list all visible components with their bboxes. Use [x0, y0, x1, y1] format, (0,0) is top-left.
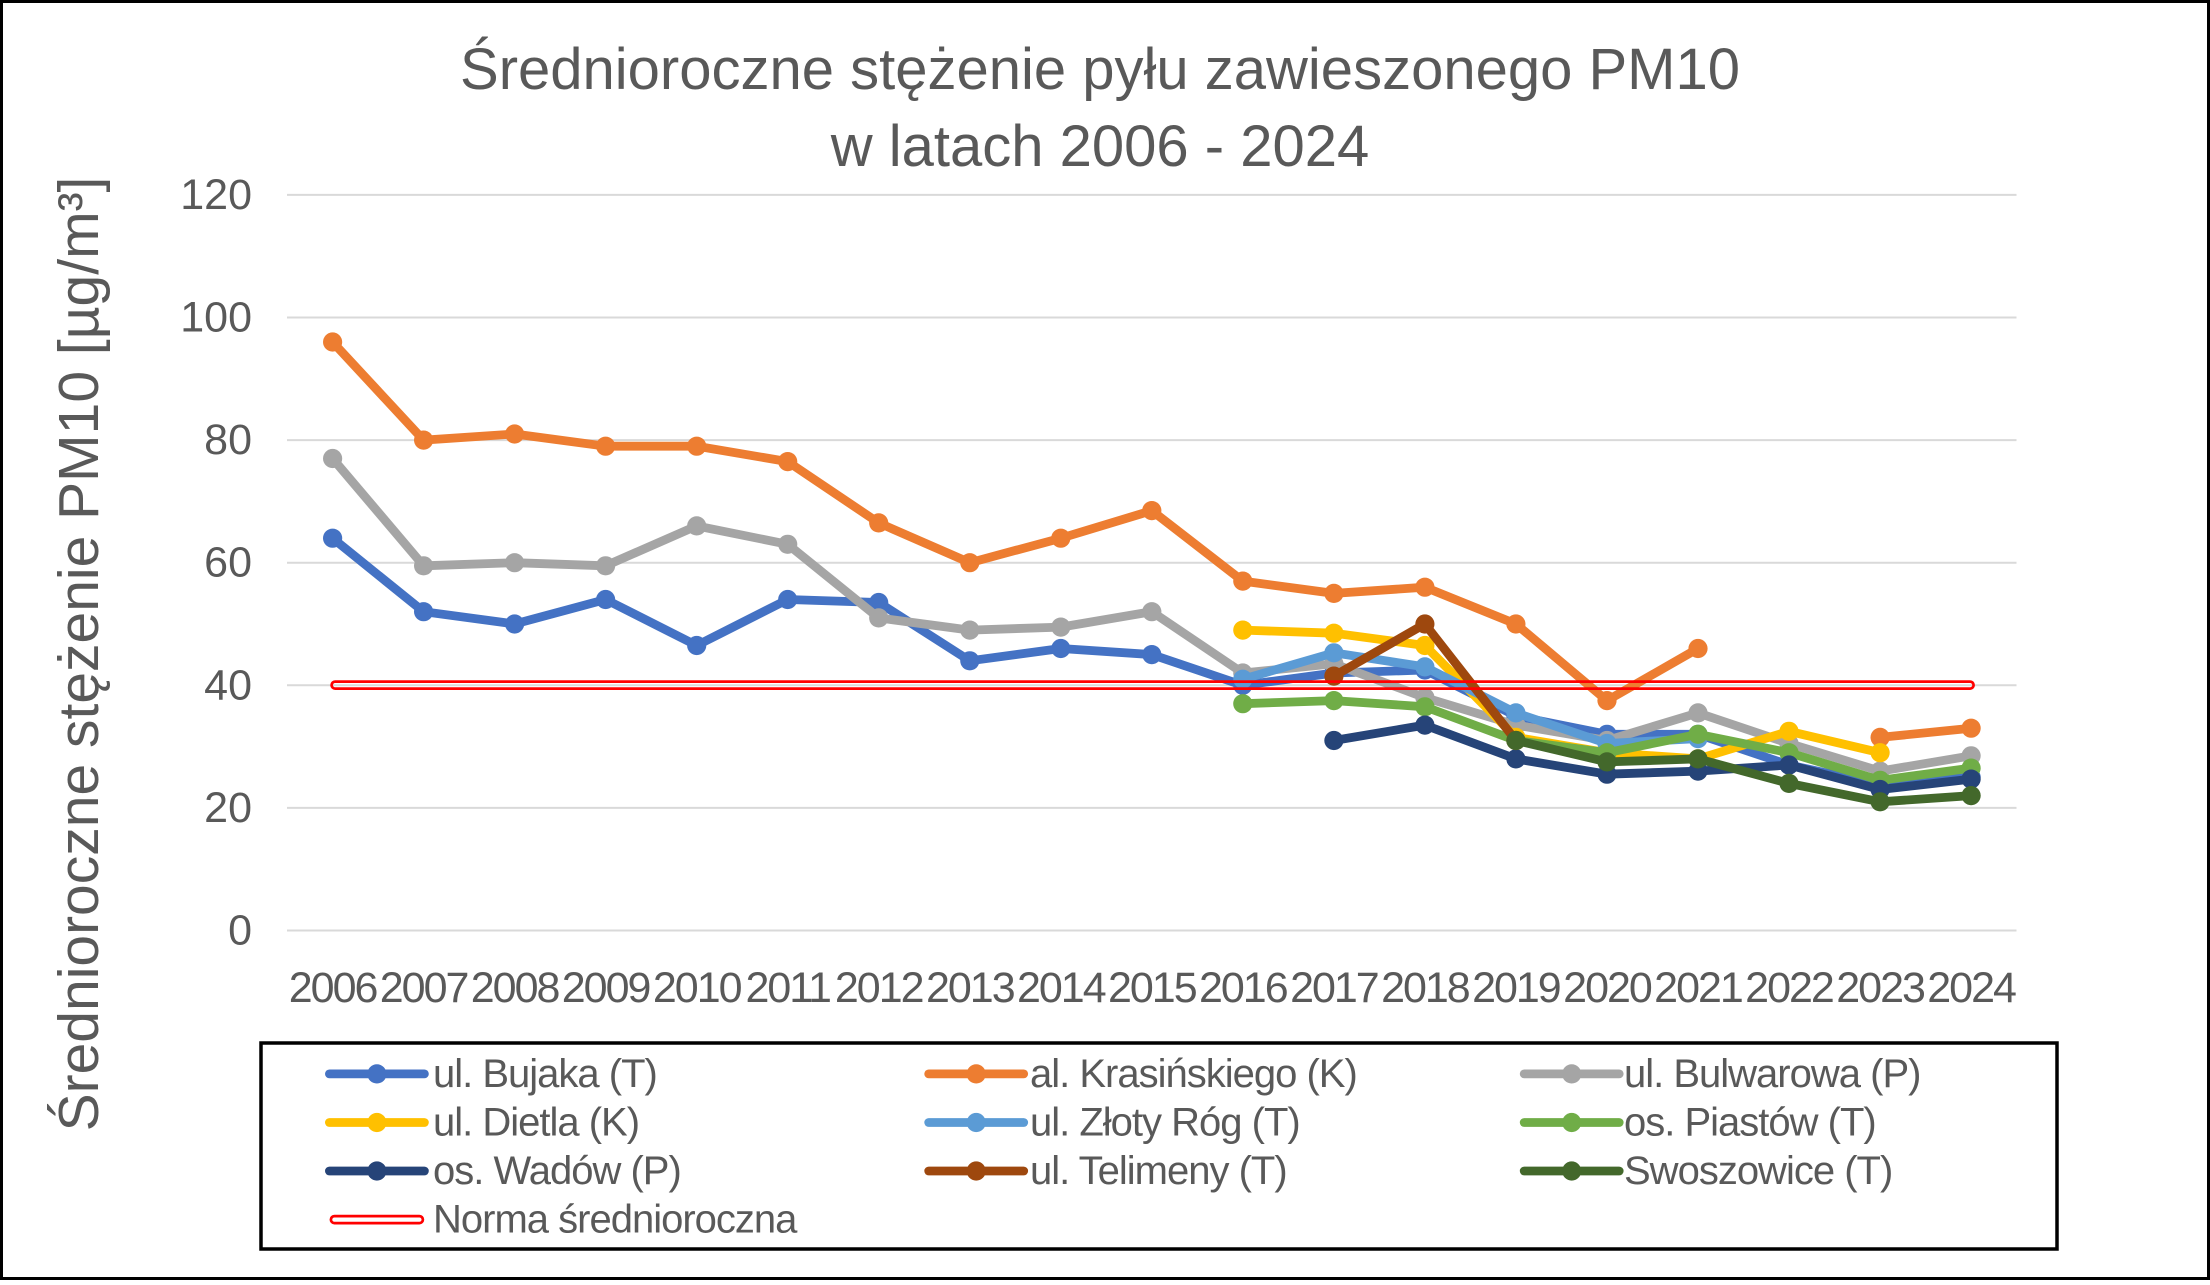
svg-text:80: 80: [204, 416, 252, 464]
svg-text:ul. Złoty Róg (T): ul. Złoty Róg (T): [1030, 1101, 1300, 1145]
svg-text:2011: 2011: [745, 964, 830, 1012]
svg-text:os. Wadów (P): os. Wadów (P): [433, 1149, 681, 1193]
svg-text:2007: 2007: [380, 964, 468, 1012]
svg-text:2010: 2010: [653, 964, 742, 1012]
svg-text:40: 40: [204, 661, 252, 709]
svg-text:ul. Telimeny (T): ul. Telimeny (T): [1030, 1149, 1287, 1193]
svg-text:120: 120: [180, 171, 252, 219]
svg-text:2012: 2012: [835, 964, 923, 1012]
svg-text:ul. Bulwarowa (P): ul. Bulwarowa (P): [1624, 1052, 1920, 1096]
svg-text:2019: 2019: [1472, 964, 1560, 1012]
svg-text:w latach 2006 - 2024: w latach 2006 - 2024: [830, 114, 1369, 179]
svg-text:2018: 2018: [1381, 964, 1470, 1012]
svg-text:Średnioroczne stężenie pyłu za: Średnioroczne stężenie pyłu zawieszonego…: [460, 37, 1740, 102]
svg-text:2013: 2013: [926, 964, 1015, 1012]
svg-text:60: 60: [204, 539, 252, 587]
svg-text:Średnioroczne stężenie PM10 [µ: Średnioroczne stężenie PM10 [µg/m³]: [46, 177, 111, 1132]
svg-text:ul. Bujaka (T): ul. Bujaka (T): [433, 1052, 657, 1096]
svg-text:2009: 2009: [562, 964, 650, 1012]
svg-text:al. Krasińskiego (K): al. Krasińskiego (K): [1030, 1052, 1357, 1096]
svg-text:2008: 2008: [471, 964, 560, 1012]
svg-text:2014: 2014: [1017, 964, 1106, 1012]
svg-text:2016: 2016: [1199, 964, 1288, 1012]
svg-text:ul. Dietla (K): ul. Dietla (K): [433, 1101, 639, 1145]
svg-text:0: 0: [228, 907, 252, 955]
svg-text:2023: 2023: [1836, 964, 1925, 1012]
svg-text:2022: 2022: [1745, 964, 1833, 1012]
svg-text:2021: 2021: [1654, 964, 1742, 1012]
svg-text:os. Piastów (T): os. Piastów (T): [1624, 1101, 1876, 1145]
svg-text:100: 100: [180, 294, 252, 342]
svg-text:Swoszowice (T): Swoszowice (T): [1624, 1149, 1892, 1193]
svg-text:2024: 2024: [1927, 964, 2016, 1012]
svg-text:Norma średnioroczna: Norma średnioroczna: [433, 1198, 798, 1242]
svg-text:20: 20: [204, 784, 252, 832]
svg-text:2017: 2017: [1290, 964, 1378, 1012]
svg-text:2015: 2015: [1108, 964, 1197, 1012]
svg-text:2006: 2006: [289, 964, 378, 1012]
svg-text:2020: 2020: [1563, 964, 1652, 1012]
